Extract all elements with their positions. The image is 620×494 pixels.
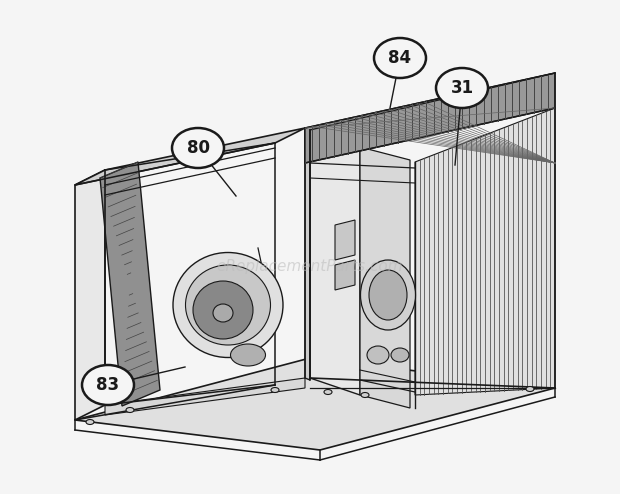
Polygon shape bbox=[305, 128, 310, 380]
Polygon shape bbox=[75, 128, 305, 185]
Polygon shape bbox=[75, 170, 105, 420]
Text: eReplacementParts.com: eReplacementParts.com bbox=[216, 259, 404, 274]
Ellipse shape bbox=[367, 346, 389, 364]
Ellipse shape bbox=[324, 389, 332, 395]
Text: 80: 80 bbox=[187, 139, 210, 157]
Polygon shape bbox=[305, 73, 555, 163]
Text: 83: 83 bbox=[97, 376, 120, 394]
Ellipse shape bbox=[82, 365, 134, 405]
Ellipse shape bbox=[185, 265, 270, 345]
Ellipse shape bbox=[369, 270, 407, 320]
Polygon shape bbox=[310, 130, 360, 395]
Ellipse shape bbox=[391, 348, 409, 362]
Ellipse shape bbox=[374, 38, 426, 78]
Polygon shape bbox=[335, 220, 355, 260]
Ellipse shape bbox=[231, 344, 265, 366]
Polygon shape bbox=[415, 108, 555, 395]
Polygon shape bbox=[100, 162, 160, 406]
Ellipse shape bbox=[436, 68, 488, 108]
Ellipse shape bbox=[271, 387, 279, 393]
Ellipse shape bbox=[173, 252, 283, 358]
Text: 84: 84 bbox=[389, 49, 412, 67]
Ellipse shape bbox=[361, 393, 369, 398]
Text: 31: 31 bbox=[451, 79, 474, 97]
Ellipse shape bbox=[213, 304, 233, 322]
Ellipse shape bbox=[172, 128, 224, 168]
Ellipse shape bbox=[193, 281, 253, 339]
Ellipse shape bbox=[526, 386, 534, 392]
Polygon shape bbox=[335, 260, 355, 290]
Ellipse shape bbox=[86, 419, 94, 424]
Polygon shape bbox=[75, 358, 555, 450]
Ellipse shape bbox=[360, 260, 415, 330]
Polygon shape bbox=[105, 378, 305, 415]
Polygon shape bbox=[360, 147, 410, 408]
Ellipse shape bbox=[126, 408, 134, 412]
